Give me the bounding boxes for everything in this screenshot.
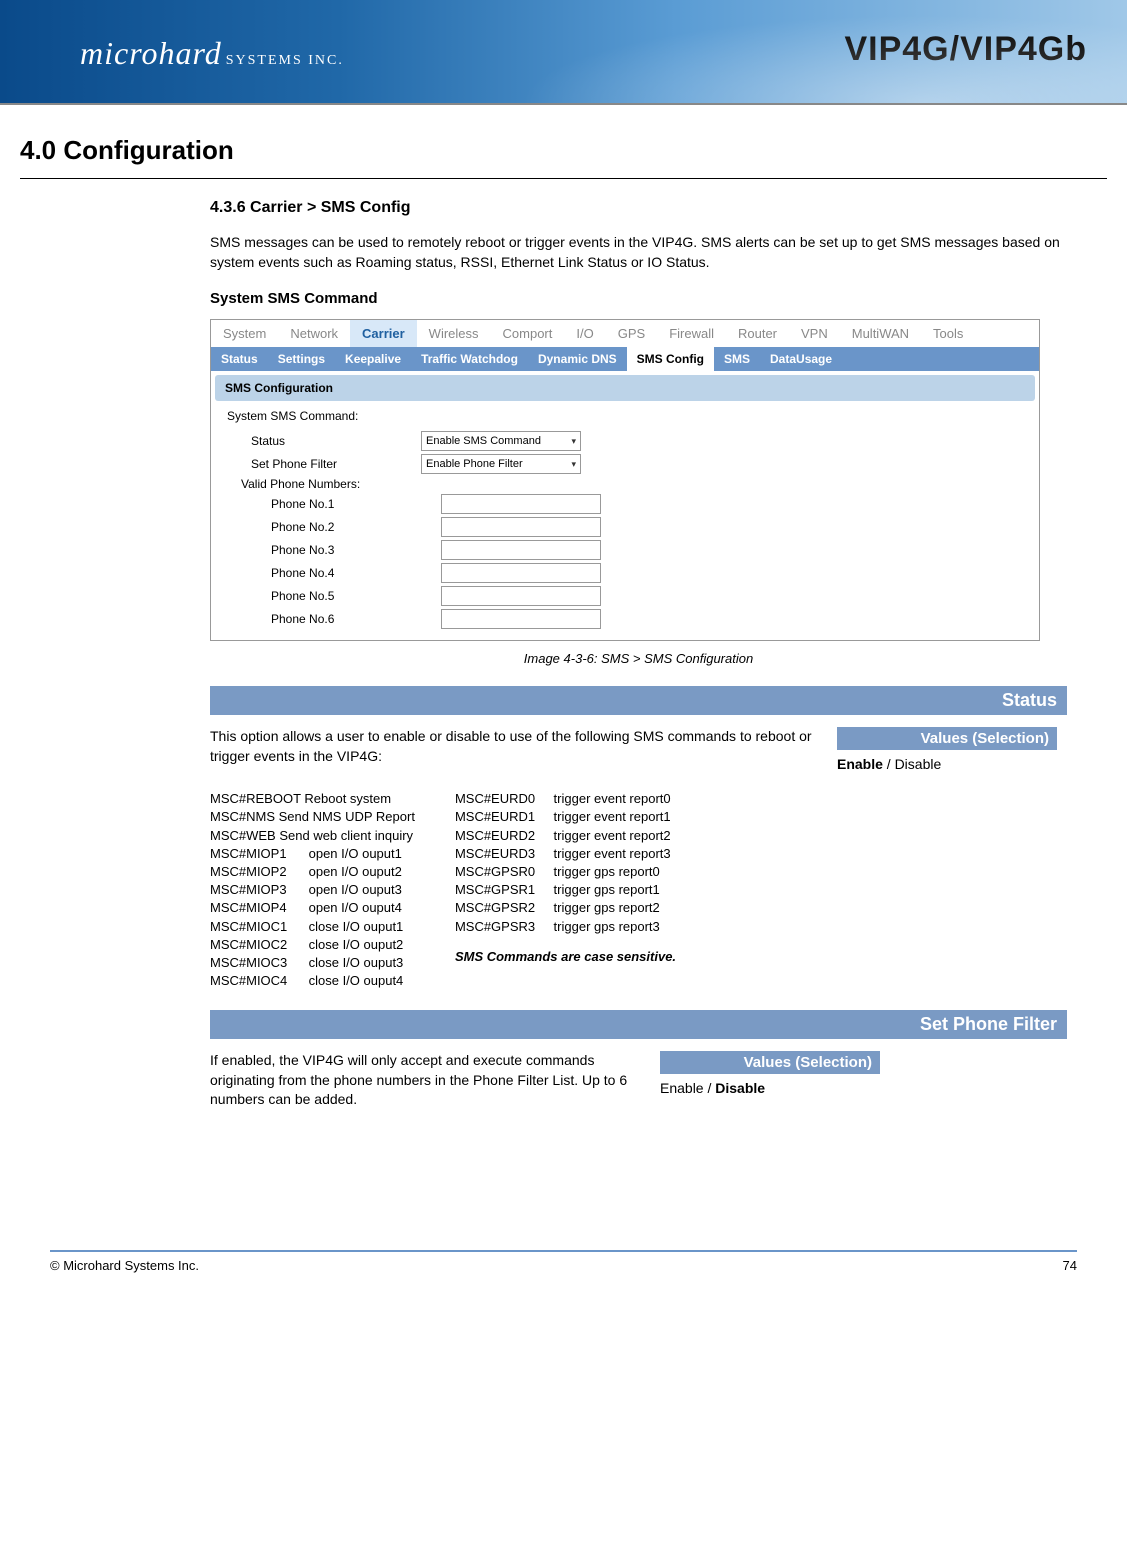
- text-input[interactable]: [441, 586, 601, 606]
- command-line: MSC#EURD2 trigger event report2: [455, 827, 676, 845]
- command-line: MSC#EURD1 trigger event report1: [455, 808, 676, 826]
- sub-tab[interactable]: Status: [211, 347, 268, 371]
- section-intro: SMS messages can be used to remotely reb…: [210, 233, 1067, 272]
- main-tab[interactable]: Carrier: [350, 320, 417, 347]
- footer-left: © Microhard Systems Inc.: [50, 1258, 199, 1273]
- form-row: StatusEnable SMS Command: [251, 431, 1039, 451]
- form-label: Phone No.3: [271, 543, 441, 557]
- screenshot-caption: Image 4-3-6: SMS > SMS Configuration: [210, 651, 1067, 666]
- main-tab[interactable]: VPN: [789, 320, 840, 347]
- command-line: MSC#MIOP2 open I/O ouput2: [210, 863, 415, 881]
- main-tab[interactable]: Wireless: [417, 320, 491, 347]
- divider: [20, 178, 1107, 179]
- form-row: Phone No.6: [271, 609, 1039, 629]
- main-tab[interactable]: I/O: [564, 320, 605, 347]
- form-label: Valid Phone Numbers:: [241, 477, 411, 491]
- command-line: MSC#GPSR2 trigger gps report2: [455, 899, 676, 917]
- main-tab[interactable]: MultiWAN: [840, 320, 921, 347]
- command-col-left: MSC#REBOOT Reboot systemMSC#NMS Send NMS…: [210, 790, 415, 990]
- sub-tab[interactable]: Settings: [268, 347, 335, 371]
- main-tabs: SystemNetworkCarrierWirelessComportI/OGP…: [211, 320, 1039, 347]
- brand-right: VIP4G/VIP4Gb: [844, 30, 1087, 69]
- command-line: MSC#MIOP1 open I/O ouput1: [210, 845, 415, 863]
- brand-sub: SYSTEMS INC.: [226, 53, 344, 68]
- form-row: Valid Phone Numbers:: [241, 477, 1039, 491]
- command-line: MSC#GPSR3 trigger gps report3: [455, 918, 676, 936]
- filter-bar: Set Phone Filter: [210, 1010, 1067, 1039]
- footer: © Microhard Systems Inc. 74: [50, 1250, 1077, 1273]
- form-label: Phone No.4: [271, 566, 441, 580]
- main-tab[interactable]: Firewall: [657, 320, 726, 347]
- form-label: Phone No.5: [271, 589, 441, 603]
- text-input[interactable]: [441, 609, 601, 629]
- header-banner: microhard SYSTEMS INC. VIP4G/VIP4Gb: [0, 0, 1127, 105]
- command-line: MSC#NMS Send NMS UDP Report: [210, 808, 415, 826]
- brand-main: microhard: [80, 35, 222, 71]
- text-input[interactable]: [441, 517, 601, 537]
- command-line: MSC#EURD3 trigger event report3: [455, 845, 676, 863]
- status-bar: Status: [210, 686, 1067, 715]
- ui-screenshot: SystemNetworkCarrierWirelessComportI/OGP…: [210, 319, 1040, 641]
- form-row: Phone No.5: [271, 586, 1039, 606]
- form-row: Phone No.4: [271, 563, 1039, 583]
- brand-left: microhard SYSTEMS INC.: [80, 35, 344, 72]
- sub-tab[interactable]: SMS: [714, 347, 760, 371]
- footer-page: 74: [1063, 1258, 1077, 1273]
- form-row: Phone No.2: [271, 517, 1039, 537]
- sub-tab[interactable]: Traffic Watchdog: [411, 347, 528, 371]
- section-subheading: System SMS Command: [210, 290, 1067, 307]
- text-input[interactable]: [441, 540, 601, 560]
- status-desc: This option allows a user to enable or d…: [210, 727, 817, 772]
- main-tab[interactable]: Tools: [921, 320, 975, 347]
- form-label: Phone No.6: [271, 612, 441, 626]
- text-input[interactable]: [441, 494, 601, 514]
- form-label: Status: [251, 434, 421, 448]
- command-line: MSC#EURD0 trigger event report0: [455, 790, 676, 808]
- panel-sub: System SMS Command:: [227, 409, 1023, 423]
- form-label: Set Phone Filter: [251, 457, 421, 471]
- command-col-right: MSC#EURD0 trigger event report0MSC#EURD1…: [455, 790, 676, 990]
- filter-values: Enable / Disable: [660, 1080, 890, 1096]
- filter-values-box: Values (Selection) Enable / Disable: [660, 1051, 890, 1110]
- command-line: MSC#MIOC3 close I/O ouput3: [210, 954, 415, 972]
- command-line: MSC#GPSR0 trigger gps report0: [455, 863, 676, 881]
- command-line: MSC#GPSR1 trigger gps report1: [455, 881, 676, 899]
- command-line: MSC#MIOC1 close I/O ouput1: [210, 918, 415, 936]
- command-line: MSC#REBOOT Reboot system: [210, 790, 415, 808]
- form-row: Phone No.3: [271, 540, 1039, 560]
- sub-tab[interactable]: SMS Config: [627, 347, 714, 371]
- command-line: MSC#WEB Send web client inquiry: [210, 827, 415, 845]
- section-heading: 4.3.6 Carrier > SMS Config: [210, 199, 1067, 217]
- form-row: Set Phone FilterEnable Phone Filter: [251, 454, 1039, 474]
- form-row: Phone No.1: [271, 494, 1039, 514]
- status-values: Enable / Disable: [837, 756, 1067, 772]
- command-line: MSC#MIOC2 close I/O ouput2: [210, 936, 415, 954]
- main-tab[interactable]: Router: [726, 320, 789, 347]
- command-columns: MSC#REBOOT Reboot systemMSC#NMS Send NMS…: [210, 790, 1067, 990]
- main-tab[interactable]: System: [211, 320, 278, 347]
- command-note: SMS Commands are case sensitive.: [455, 948, 676, 966]
- values-label: Values (Selection): [660, 1051, 880, 1074]
- page-title: 4.0 Configuration: [20, 135, 1127, 166]
- sub-tab[interactable]: DataUsage: [760, 347, 842, 371]
- command-line: MSC#MIOP4 open I/O ouput4: [210, 899, 415, 917]
- status-values-box: Values (Selection) Enable / Disable: [837, 727, 1067, 772]
- command-line: MSC#MIOP3 open I/O ouput3: [210, 881, 415, 899]
- form-label: Phone No.2: [271, 520, 441, 534]
- values-label: Values (Selection): [837, 727, 1057, 750]
- form-rows: StatusEnable SMS CommandSet Phone Filter…: [211, 431, 1039, 629]
- command-line: MSC#MIOC4 close I/O ouput4: [210, 972, 415, 990]
- select-field[interactable]: Enable Phone Filter: [421, 454, 581, 474]
- sub-tab[interactable]: Dynamic DNS: [528, 347, 627, 371]
- main-tab[interactable]: Comport: [491, 320, 565, 347]
- main-tab[interactable]: GPS: [606, 320, 657, 347]
- sub-tabs: StatusSettingsKeepaliveTraffic WatchdogD…: [211, 347, 1039, 371]
- text-input[interactable]: [441, 563, 601, 583]
- select-field[interactable]: Enable SMS Command: [421, 431, 581, 451]
- form-label: Phone No.1: [271, 497, 441, 511]
- main-tab[interactable]: Network: [278, 320, 350, 347]
- panel-title: SMS Configuration: [215, 375, 1035, 401]
- filter-desc: If enabled, the VIP4G will only accept a…: [210, 1051, 640, 1110]
- sub-tab[interactable]: Keepalive: [335, 347, 411, 371]
